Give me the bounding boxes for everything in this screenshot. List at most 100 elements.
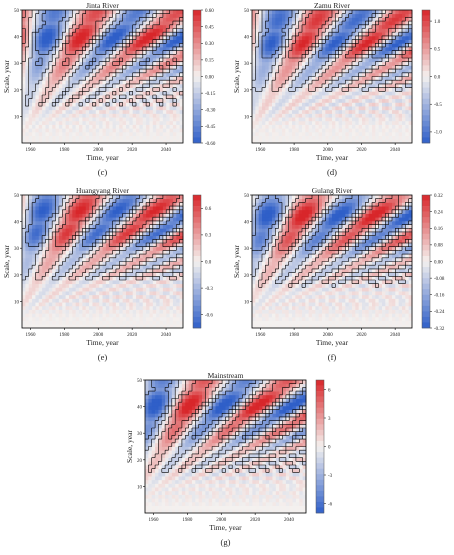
heatmap-cell xyxy=(312,62,316,66)
heatmap-cell xyxy=(39,250,43,254)
heatmap-cell xyxy=(166,317,170,321)
heatmap-cell xyxy=(160,47,164,51)
heatmap-cell xyxy=(395,58,399,62)
heatmap-cell xyxy=(265,132,269,136)
heatmap-cell xyxy=(339,136,343,140)
x-axis-label: Time, year xyxy=(86,153,119,162)
heatmap-cell xyxy=(86,221,90,225)
heatmap-cell xyxy=(255,128,259,132)
heatmap-cell xyxy=(106,225,110,229)
heatmap-cell xyxy=(59,132,63,136)
heatmap-cell xyxy=(312,80,316,84)
heatmap-cell xyxy=(45,298,49,302)
heatmap-cell xyxy=(35,221,39,225)
heatmap-cell xyxy=(265,102,269,106)
heatmap-cell xyxy=(275,102,279,106)
heatmap-cell xyxy=(153,17,157,21)
heatmap-cell xyxy=(92,17,96,21)
heatmap-cell xyxy=(136,284,140,288)
heatmap-cell xyxy=(59,232,63,236)
heatmap-cell xyxy=(32,132,36,136)
heatmap-cell xyxy=(82,321,86,325)
heatmap-cell xyxy=(29,276,33,280)
heatmap-cell xyxy=(89,313,93,317)
heatmap-cell xyxy=(103,43,107,47)
heatmap-cell xyxy=(305,40,309,44)
heatmap-cell xyxy=(359,25,363,29)
heatmap-cell xyxy=(255,14,259,18)
heatmap-cell xyxy=(39,254,43,258)
heatmap-cell xyxy=(143,106,147,110)
heatmap-cell xyxy=(96,65,100,69)
heatmap-cell xyxy=(299,32,303,36)
heatmap-cell xyxy=(69,80,73,84)
heatmap-cell xyxy=(392,125,396,129)
colorbar-tick-label: 0.00 xyxy=(205,75,214,80)
heatmap-cell xyxy=(275,121,279,125)
heatmap-cell xyxy=(329,106,333,110)
heatmap-cell xyxy=(170,125,174,129)
heatmap-cell xyxy=(285,10,289,14)
y-tick-label: 50 xyxy=(244,9,250,14)
heatmap-cell xyxy=(329,43,333,47)
heatmap-cell xyxy=(116,28,120,32)
heatmap-cell xyxy=(272,99,276,103)
heatmap-cell xyxy=(262,132,266,136)
heatmap-cell xyxy=(72,113,76,117)
heatmap-cell xyxy=(305,17,309,21)
heatmap-cell xyxy=(153,310,157,314)
heatmap-cell xyxy=(405,106,409,110)
heatmap-cell xyxy=(99,121,103,125)
heatmap-cell xyxy=(312,136,316,140)
heatmap-cell xyxy=(173,250,177,254)
heatmap-cell xyxy=(362,136,366,140)
heatmap-cell xyxy=(372,32,376,36)
heatmap-cell xyxy=(136,295,140,299)
heatmap-cell xyxy=(359,128,363,132)
heatmap-cell xyxy=(39,84,43,88)
heatmap-cell xyxy=(265,99,269,103)
heatmap-cell xyxy=(146,221,150,225)
heatmap-cell xyxy=(106,10,110,14)
heatmap-cell xyxy=(312,132,316,136)
heatmap-cell xyxy=(149,280,153,284)
heatmap-cell xyxy=(385,136,389,140)
heatmap-cell xyxy=(133,247,137,251)
heatmap-cell xyxy=(335,110,339,114)
heatmap-cell xyxy=(99,313,103,317)
heatmap-cell xyxy=(92,228,96,232)
heatmap-cell xyxy=(146,125,150,129)
heatmap-cell xyxy=(62,310,66,314)
heatmap-cell xyxy=(299,132,303,136)
x-tick-label: 1980 xyxy=(289,148,300,153)
heatmap-cell xyxy=(56,47,60,51)
heatmap-cell xyxy=(282,21,286,25)
heatmap-cell xyxy=(352,91,356,95)
heatmap-cell xyxy=(96,287,100,291)
heatmap-cell xyxy=(49,84,53,88)
heatmap-cell xyxy=(103,117,107,121)
heatmap-cell xyxy=(69,106,73,110)
heatmap-cell xyxy=(52,106,56,110)
heatmap-cell xyxy=(352,88,356,92)
heatmap-cell xyxy=(119,287,123,291)
heatmap-cell xyxy=(103,125,107,129)
heatmap-cell xyxy=(103,250,107,254)
heatmap-cell xyxy=(133,291,137,295)
heatmap-cell xyxy=(116,310,120,314)
heatmap-cell xyxy=(265,40,269,44)
heatmap-cell xyxy=(56,10,60,14)
heatmap-cell xyxy=(312,110,316,114)
heatmap-cell xyxy=(156,25,160,29)
heatmap-cell xyxy=(395,36,399,40)
heatmap-cell xyxy=(123,21,127,25)
heatmap-cell xyxy=(405,102,409,106)
heatmap-cell xyxy=(395,28,399,32)
heatmap-cell xyxy=(262,62,266,66)
heatmap-cell xyxy=(29,298,33,302)
heatmap-cell xyxy=(39,28,43,32)
heatmap-cell xyxy=(379,128,383,132)
heatmap-cell xyxy=(335,121,339,125)
heatmap-cell xyxy=(49,262,53,266)
heatmap-cell xyxy=(86,132,90,136)
